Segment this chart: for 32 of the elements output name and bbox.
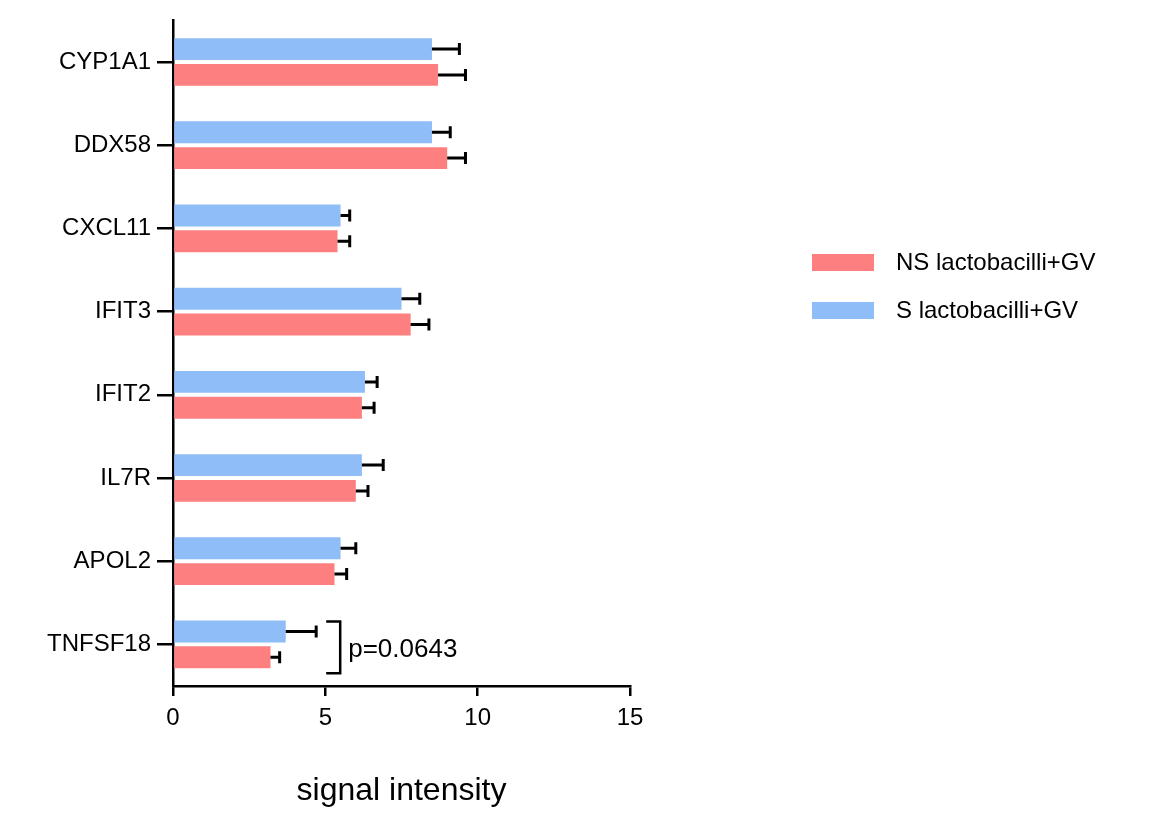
y-tick-label: IFIT2 bbox=[94, 379, 151, 407]
bar bbox=[174, 147, 448, 170]
bar bbox=[174, 204, 341, 227]
bar bbox=[174, 230, 338, 253]
x-tick-label: 5 bbox=[318, 703, 333, 731]
bar bbox=[174, 563, 335, 586]
bar bbox=[174, 620, 286, 643]
bar bbox=[174, 121, 432, 144]
bar bbox=[174, 313, 411, 336]
x-tick-label: 15 bbox=[616, 703, 644, 731]
annotation: p=0.0643 bbox=[348, 632, 458, 663]
y-tick-label: TNFSF18 bbox=[46, 629, 151, 657]
bar bbox=[174, 479, 356, 502]
legend-label: S lactobacilli+GV bbox=[896, 296, 1079, 324]
bar bbox=[174, 454, 362, 477]
x-axis-title: signal intensity bbox=[296, 770, 507, 807]
bar bbox=[174, 370, 365, 393]
bar bbox=[174, 63, 439, 86]
x-tick-label: 0 bbox=[166, 703, 180, 731]
y-tick-label: APOL2 bbox=[73, 545, 151, 573]
y-tick-label: IL7R bbox=[100, 462, 151, 490]
y-tick-label: DDX58 bbox=[73, 129, 151, 157]
bar bbox=[174, 537, 341, 560]
legend-label: NS lactobacilli+GV bbox=[896, 248, 1096, 276]
bar bbox=[174, 38, 432, 61]
x-tick-label: 10 bbox=[464, 703, 492, 731]
y-tick-label: CXCL11 bbox=[62, 213, 151, 241]
y-tick-label: CYP1A1 bbox=[58, 46, 151, 74]
bar bbox=[174, 287, 402, 310]
bar bbox=[174, 646, 271, 669]
y-tick-label: IFIT3 bbox=[94, 296, 151, 324]
bar bbox=[174, 396, 362, 419]
